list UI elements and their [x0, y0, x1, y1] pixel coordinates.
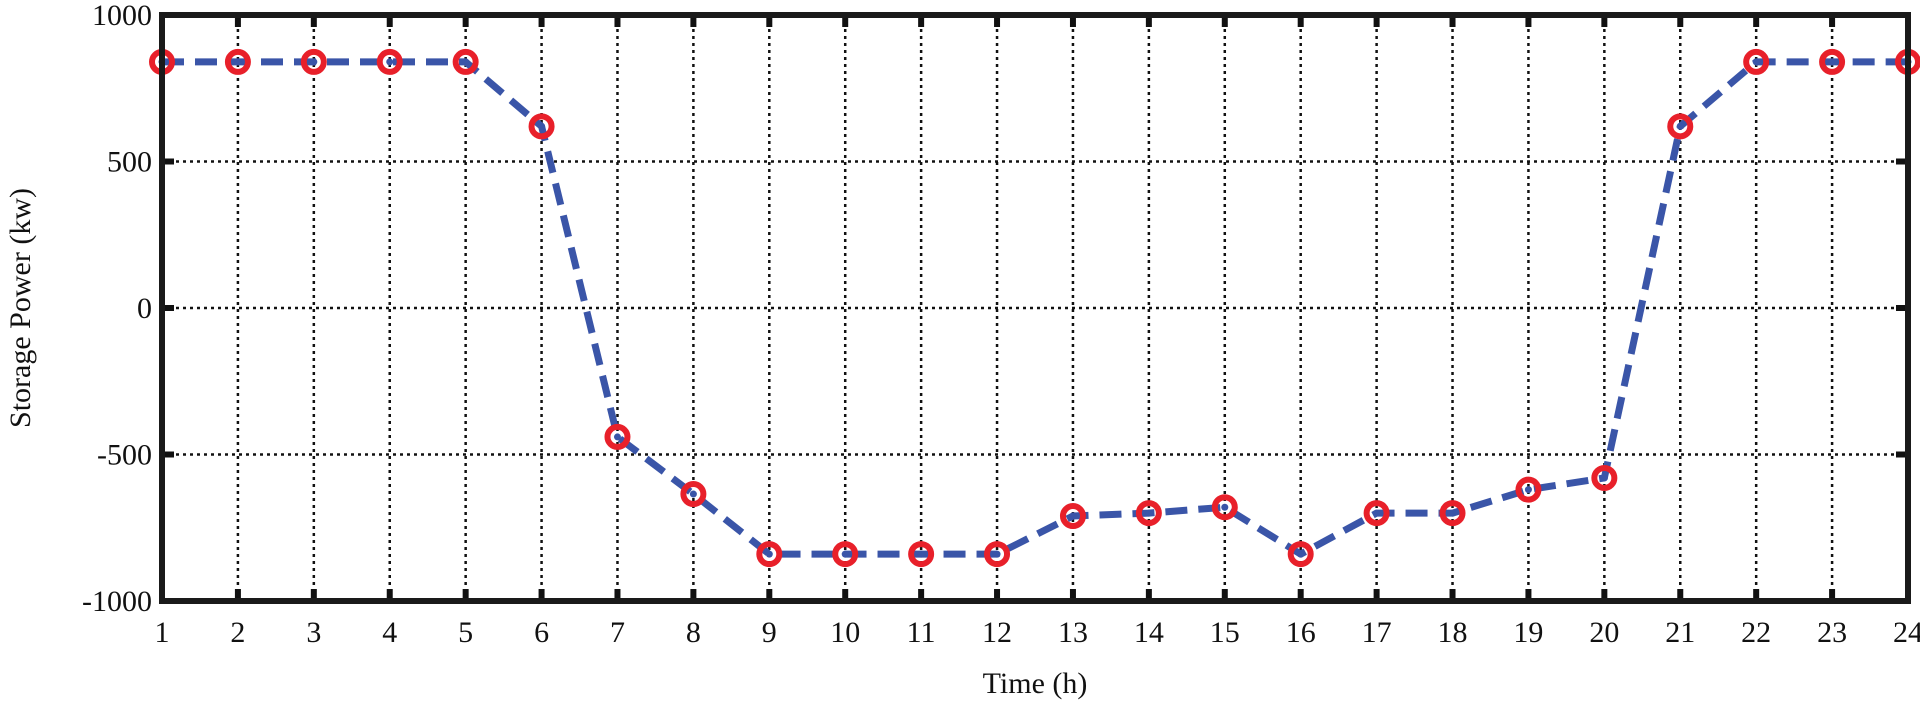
- data-point-center: [765, 550, 773, 558]
- y-tick-label: 500: [107, 146, 152, 179]
- x-tick-label: 11: [907, 616, 936, 649]
- x-tick-labels: 1 2 3 4 5 6 7 8 9 10 11 12 13 14 15 16 17 18 19 20 21 22 23 24: [155, 616, 1920, 649]
- data-point-center: [1600, 474, 1608, 482]
- x-tick-label: 5: [458, 616, 473, 649]
- data-point-marker: [300, 48, 327, 75]
- data-point-marker: [832, 541, 859, 568]
- data-point-marker: [604, 423, 631, 450]
- data-point-marker: [1439, 500, 1466, 527]
- data-point-center: [1752, 58, 1760, 66]
- data-point-center: [1524, 486, 1532, 494]
- data-point-marker: [1211, 494, 1238, 521]
- data-point-marker: [908, 541, 935, 568]
- data-point-marker: [680, 481, 707, 508]
- data-point-center: [1069, 512, 1077, 520]
- data-point-marker: [1059, 503, 1086, 530]
- x-tick-label: 8: [686, 616, 701, 649]
- x-tick-label: 7: [610, 616, 625, 649]
- y-tick-label: -1000: [82, 585, 152, 618]
- x-tick-label: 22: [1741, 616, 1771, 649]
- data-point-marker: [224, 48, 251, 75]
- data-point-marker: [756, 541, 783, 568]
- data-point-marker: [1135, 500, 1162, 527]
- x-axis-title: Time (h): [983, 667, 1088, 700]
- data-point-marker: [1287, 541, 1314, 568]
- data-point-marker: [1591, 464, 1618, 491]
- data-point-center: [1145, 509, 1153, 517]
- y-tick-labels: 1000 500 0 -500 -1000: [82, 0, 152, 618]
- x-tick-label: 9: [762, 616, 777, 649]
- x-tick-label: 23: [1817, 616, 1847, 649]
- data-point-center: [1297, 550, 1305, 558]
- data-point-center: [538, 122, 546, 130]
- data-point-marker: [452, 48, 479, 75]
- data-point-center: [386, 58, 394, 66]
- data-point-center: [1221, 503, 1229, 511]
- data-point-center: [841, 550, 849, 558]
- y-tick-label: 0: [137, 292, 152, 325]
- x-tick-label: 14: [1134, 616, 1164, 649]
- x-tick-label: 6: [534, 616, 549, 649]
- x-tick-label: 16: [1286, 616, 1316, 649]
- data-point-marker: [1363, 500, 1390, 527]
- data-point-center: [310, 58, 318, 66]
- data-point-center: [1373, 509, 1381, 517]
- x-tick-label: 18: [1438, 616, 1468, 649]
- x-tick-label: 20: [1589, 616, 1619, 649]
- y-axis-title: Storage Power (kw): [4, 188, 37, 428]
- data-point-marker: [1515, 476, 1542, 503]
- data-point-center: [1828, 58, 1836, 66]
- x-tick-label: 21: [1665, 616, 1695, 649]
- data-point-marker: [376, 48, 403, 75]
- x-tick-label: 13: [1058, 616, 1088, 649]
- x-tick-label: 3: [306, 616, 321, 649]
- data-point-center: [234, 58, 242, 66]
- data-point-marker: [1819, 48, 1846, 75]
- plot-frame: [159, 12, 1911, 604]
- x-tick-label: 17: [1362, 616, 1392, 649]
- data-point-center: [917, 550, 925, 558]
- y-tick-label: -500: [97, 439, 152, 472]
- data-point-marker: [1667, 113, 1694, 140]
- data-point-center: [689, 490, 697, 498]
- x-tick-label: 24: [1893, 616, 1920, 649]
- x-tick-label: 19: [1513, 616, 1543, 649]
- x-tick-label: 4: [382, 616, 397, 649]
- x-tick-label: 1: [155, 616, 170, 649]
- data-point-marker: [1743, 48, 1770, 75]
- data-point-marker: [984, 541, 1011, 568]
- data-point-center: [613, 433, 621, 441]
- x-tick-label: 12: [982, 616, 1012, 649]
- x-tick-label: 15: [1210, 616, 1240, 649]
- data-point-center: [993, 550, 1001, 558]
- grid-lines: [160, 13, 1910, 603]
- y-tick-label: 1000: [92, 0, 152, 32]
- data-point-marker: [528, 113, 555, 140]
- data-point-center: [1676, 122, 1684, 130]
- data-point-center: [462, 58, 470, 66]
- data-point-center: [1449, 509, 1457, 517]
- x-tick-label: 2: [230, 616, 245, 649]
- x-tick-label: 10: [830, 616, 860, 649]
